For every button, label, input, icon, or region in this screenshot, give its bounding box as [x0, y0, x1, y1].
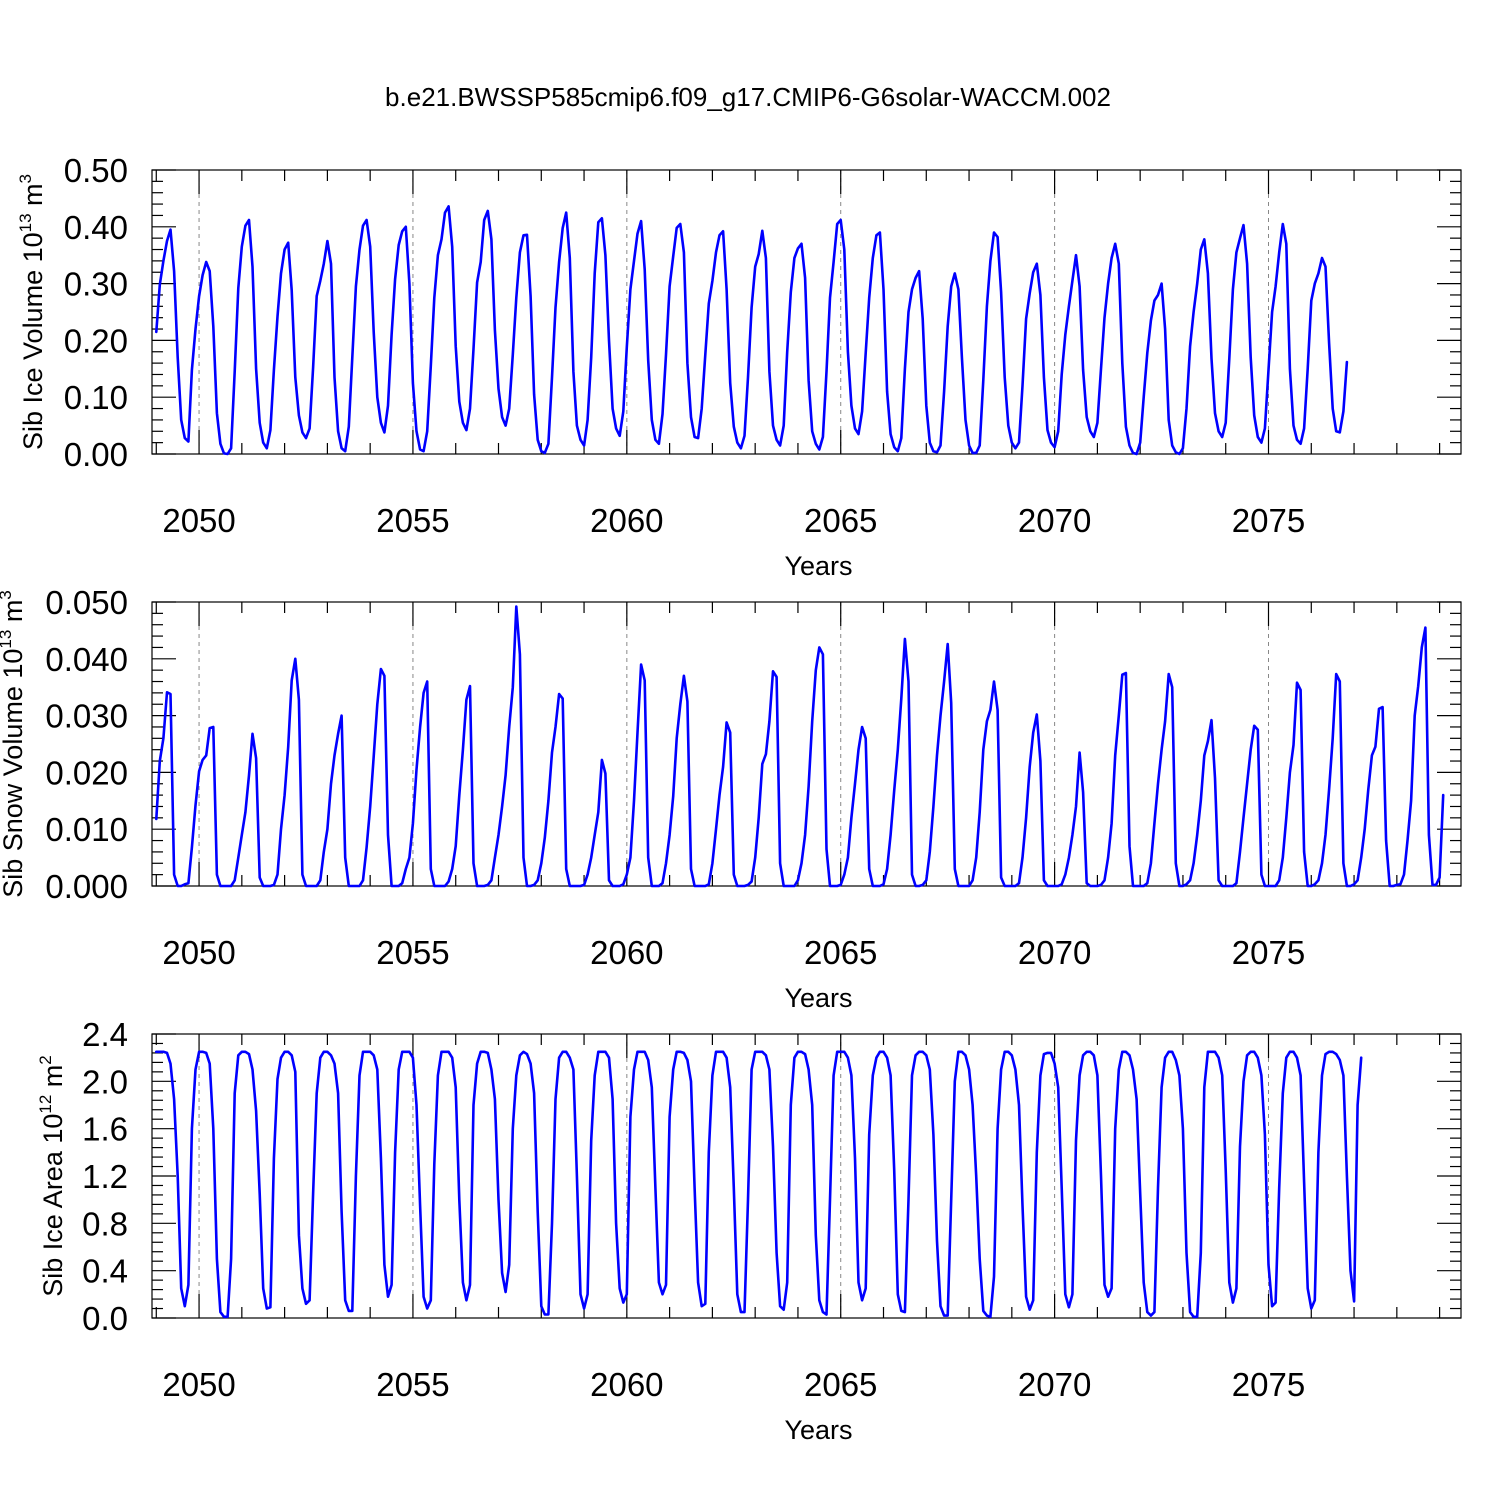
x-tick-label: 2065: [804, 934, 877, 971]
y-tick-label: 0.030: [45, 698, 128, 735]
y-axis-title-unit: m: [38, 1065, 68, 1095]
y-tick-label: 0.020: [45, 754, 128, 791]
y-axis-title-exponent: 12: [36, 1095, 55, 1114]
plot-frame: [151, 1033, 1462, 1319]
x-axis-title: Years: [784, 983, 852, 1013]
x-tick-label: 2060: [590, 502, 663, 539]
y-axis-title-exponent: 13: [16, 213, 35, 232]
x-tick-label: 2070: [1018, 934, 1091, 971]
x-tick-label: 2075: [1232, 1366, 1305, 1403]
x-tick-label: 2050: [162, 1366, 235, 1403]
panel-snow-volume: 2050 2055 2060 2065 2070 2075 0.000 0.010 0.020 0…: [0, 584, 1462, 1013]
plot-frame: [151, 601, 1462, 887]
y-tick-label: 0.30: [64, 266, 128, 303]
y-axis-title: Sib Snow Volume 1013 m3: [0, 590, 28, 898]
y-axis-title-unit: m: [18, 183, 48, 213]
y-tick-label: 0.50: [64, 152, 128, 189]
x-tick-label: 2055: [376, 1366, 449, 1403]
x-tick-label: 2075: [1232, 502, 1305, 539]
y-tick-label: 1.2: [82, 1158, 128, 1195]
y-tick-label: 0.10: [64, 379, 128, 416]
y-tick-label: 0.20: [64, 322, 128, 359]
x-tick-label: 2065: [804, 502, 877, 539]
y-tick-label: 0.40: [64, 209, 128, 246]
y-tick-label: 0.000: [45, 868, 128, 905]
x-tick-label: 2060: [590, 1366, 663, 1403]
x-tick-label: 2070: [1018, 502, 1091, 539]
x-tick-label: 2050: [162, 502, 235, 539]
y-tick-label: 1.6: [82, 1111, 128, 1148]
y-axis-title-text: Sib Snow Volume 10: [0, 649, 28, 898]
y-tick-label: 0.040: [45, 641, 128, 678]
y-axis-title: Sib Ice Area 1012 m2: [36, 1055, 68, 1297]
panel-ice-volume: 2050 2055 2060 2065 2070 2075 0.00 0.10 0.20 0.30…: [16, 152, 1462, 581]
series-line: [155, 205, 1349, 456]
x-tick-label: 2075: [1232, 934, 1305, 971]
y-tick-label: 2.0: [82, 1063, 128, 1100]
plot-frame: [151, 169, 1462, 455]
panel-ice-area: 2050 2055 2060 2065 2070 2075 0.0 0.4 0.8 1.2 1.6 2…: [36, 1016, 1462, 1445]
y-axis-title-exponent: 13: [0, 630, 15, 649]
y-axis-title-unit-exponent: 3: [0, 590, 15, 599]
y-tick-label: 0.00: [64, 436, 128, 473]
series-line: [155, 1050, 1363, 1319]
series-line: [155, 605, 1445, 888]
y-axis-title-text: Sib Ice Area 10: [38, 1114, 68, 1297]
y-tick-label: 0.0: [82, 1300, 128, 1337]
y-tick-label: 0.050: [45, 584, 128, 621]
y-axis-title-unit-exponent: 2: [36, 1055, 55, 1064]
y-axis-title-unit: m: [0, 600, 28, 630]
x-tick-label: 2065: [804, 1366, 877, 1403]
y-axis-title-text: Sib Ice Volume 10: [18, 232, 48, 450]
y-tick-label: 2.4: [82, 1016, 128, 1053]
y-axis-title: Sib Ice Volume 1013 m3: [16, 174, 48, 450]
x-tick-label: 2070: [1018, 1366, 1091, 1403]
x-axis-title: Years: [784, 551, 852, 581]
x-axis-title: Years: [784, 1415, 852, 1445]
y-axis-title-unit-exponent: 3: [16, 174, 35, 183]
x-tick-label: 2050: [162, 934, 235, 971]
y-tick-label: 0.8: [82, 1205, 128, 1242]
x-tick-label: 2055: [376, 934, 449, 971]
y-tick-label: 0.4: [82, 1253, 128, 1290]
figure-title: b.e21.BWSSP585cmip6.f09_g17.CMIP6-G6sola…: [385, 82, 1111, 112]
x-tick-label: 2055: [376, 502, 449, 539]
x-tick-label: 2060: [590, 934, 663, 971]
y-tick-label: 0.010: [45, 811, 128, 848]
